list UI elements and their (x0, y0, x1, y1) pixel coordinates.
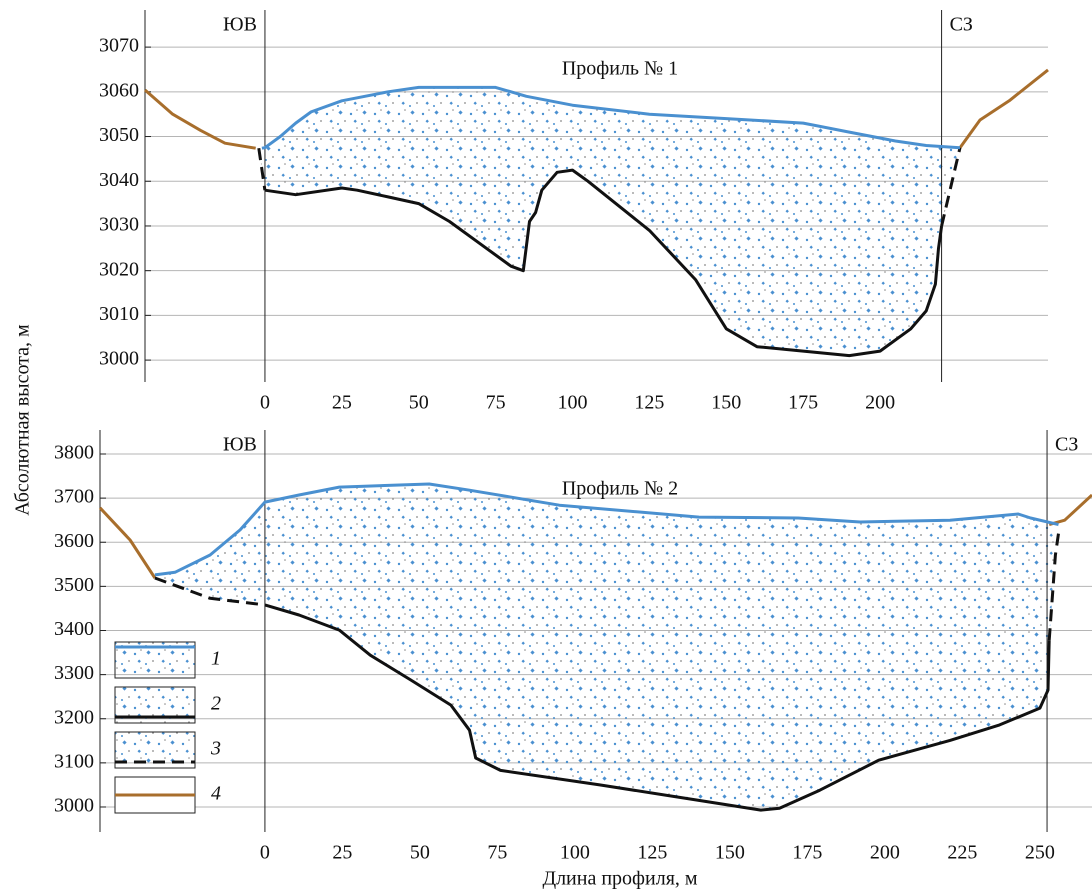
y-tick-label: 3100 (54, 750, 94, 772)
legend-item: 4 (114, 776, 221, 814)
y-tick-label: 3800 (54, 442, 94, 464)
legend-item: 3 (114, 731, 221, 769)
x-tick-label: 0 (260, 842, 270, 864)
x-tick-label: 100 (558, 392, 588, 414)
y-tick-label: 3040 (99, 169, 139, 191)
x-tick-label: 25 (332, 392, 352, 414)
x-tick-label: 75 (487, 842, 507, 864)
profile-line (261, 85, 961, 150)
ice-body (154, 484, 1059, 811)
profile-line (154, 533, 1060, 641)
y-tick-label: 3030 (99, 214, 139, 236)
x-tick-label: 50 (409, 392, 429, 414)
x-tick-label: 175 (788, 392, 818, 414)
x-tick-label: 200 (865, 392, 895, 414)
profile-line (154, 482, 1059, 577)
x-tick-label: 25 (332, 842, 352, 864)
legend-label: 4 (211, 783, 221, 805)
profile-line (144, 68, 1049, 150)
chart-title: Профиль № 1 (562, 58, 678, 80)
legend-label: 3 (210, 738, 221, 760)
y-tick-label: 3050 (99, 124, 139, 146)
boundary-label: ЮВ (223, 14, 257, 36)
boundary-label: СЗ (950, 14, 973, 36)
boundary-label: ЮВ (223, 434, 257, 456)
y-tick-label: 3020 (99, 258, 139, 280)
boundary-label: СЗ (1055, 434, 1078, 456)
y-tick-label: 3060 (99, 79, 139, 101)
y-tick-label: 3600 (54, 530, 94, 552)
x-tick-label: 200 (870, 842, 900, 864)
profile-line (264, 168, 944, 358)
profile-line (264, 603, 1051, 812)
y-tick-label: 3200 (54, 706, 94, 728)
x-tick-label: 150 (711, 392, 741, 414)
x-tick-label: 100 (560, 842, 590, 864)
chart-title: Профиль № 2 (562, 478, 678, 500)
x-tick-label: 75 (486, 392, 506, 414)
x-tick-label: 0 (260, 392, 270, 414)
y-tick-label: 3000 (99, 348, 139, 370)
y-tick-label: 3010 (99, 303, 139, 325)
x-tick-label: 125 (634, 392, 664, 414)
legend-label: 1 (211, 648, 221, 670)
legend-label: 2 (211, 693, 221, 715)
y-tick-label: 3000 (54, 795, 94, 817)
x-tick-label: 150 (715, 842, 745, 864)
x-axis-label: Длина профиля, м (542, 868, 697, 890)
legend-item: 1 (114, 641, 221, 679)
y-tick-label: 3300 (54, 662, 94, 684)
y-tick-label: 3700 (54, 486, 94, 508)
y-tick-label: 3500 (54, 574, 94, 596)
x-tick-label: 50 (410, 842, 430, 864)
y-tick-label: 3070 (99, 35, 139, 57)
x-tick-label: 250 (1025, 842, 1055, 864)
profile-line (257, 147, 962, 227)
y-tick-label: 3400 (54, 618, 94, 640)
x-tick-label: 125 (637, 842, 667, 864)
legend-item: 2 (114, 686, 221, 724)
x-tick-label: 175 (792, 842, 822, 864)
ice-body (258, 87, 961, 356)
y-axis-label: Абсолютная высота, м (12, 324, 34, 516)
x-tick-label: 225 (947, 842, 977, 864)
